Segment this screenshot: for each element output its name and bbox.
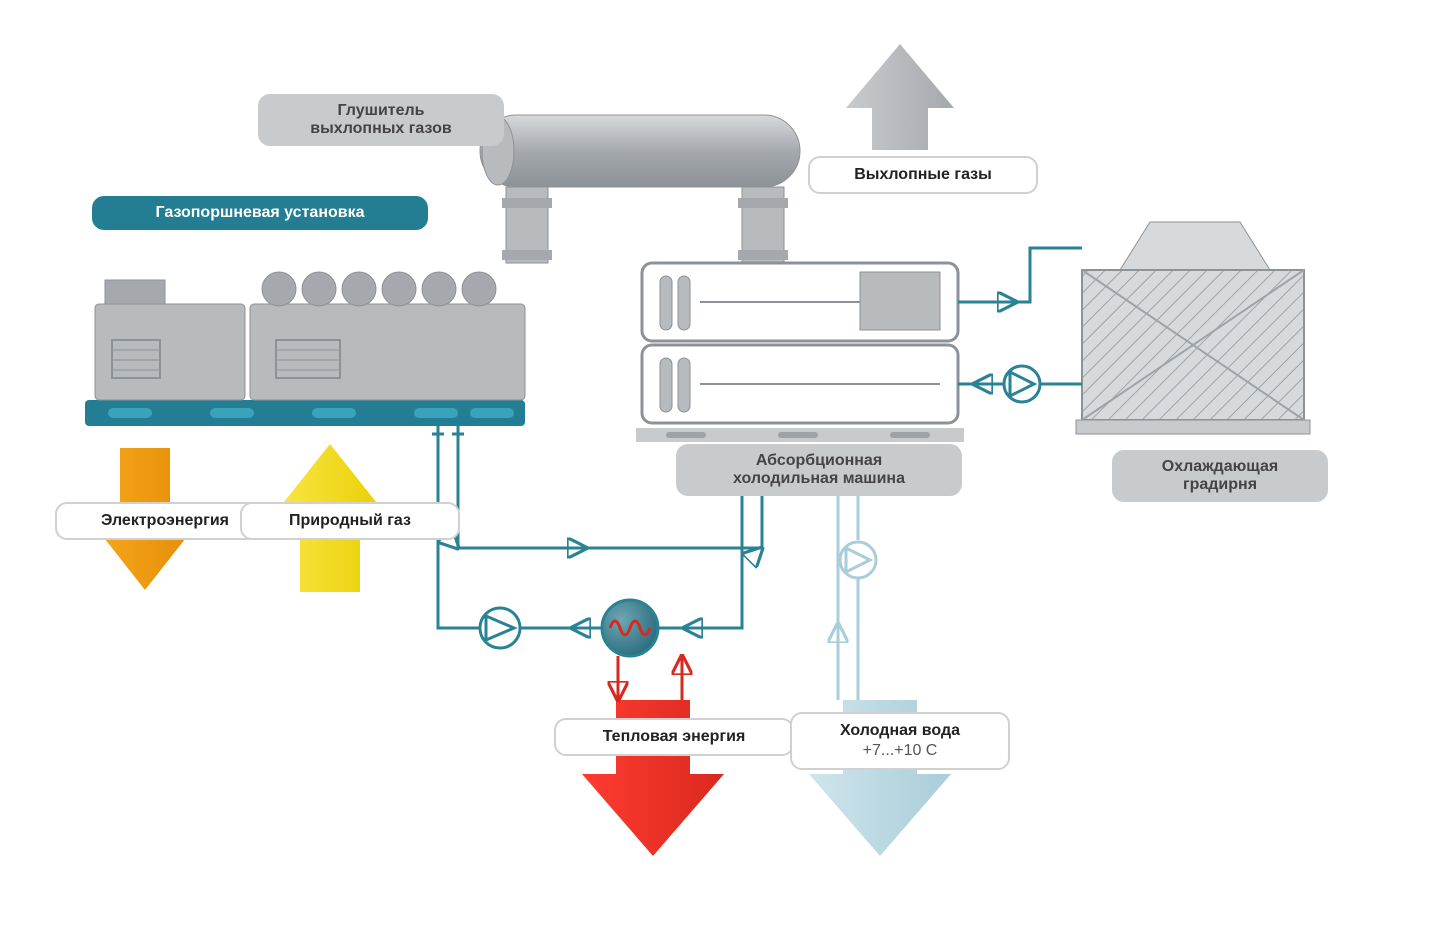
cooling-tower-icon	[1076, 222, 1310, 434]
label-muffler: Глушительвыхлопных газов	[258, 94, 504, 146]
cold-range: +7...+10 C	[810, 742, 990, 760]
label-gpu: Газопоршневая установка	[92, 196, 428, 230]
label-exhaust: Выхлопные газы	[808, 156, 1038, 194]
label-cold-water: Холодная вода +7...+10 C	[790, 712, 1010, 770]
absorber-icon	[636, 263, 964, 442]
label-absorber: Абсорбционнаяхолодильная машина	[676, 444, 962, 496]
label-cooling-tower: Охлаждающаяградирня	[1112, 450, 1328, 502]
gpu-icon	[85, 272, 525, 426]
arrow-exhaust	[846, 44, 954, 150]
muffler-icon	[480, 115, 800, 263]
label-heat: Тепловая энергия	[554, 718, 794, 756]
cold-title: Холодная вода	[840, 722, 960, 739]
label-natural-gas: Природный газ	[240, 502, 460, 540]
pipe-heat	[618, 656, 682, 700]
